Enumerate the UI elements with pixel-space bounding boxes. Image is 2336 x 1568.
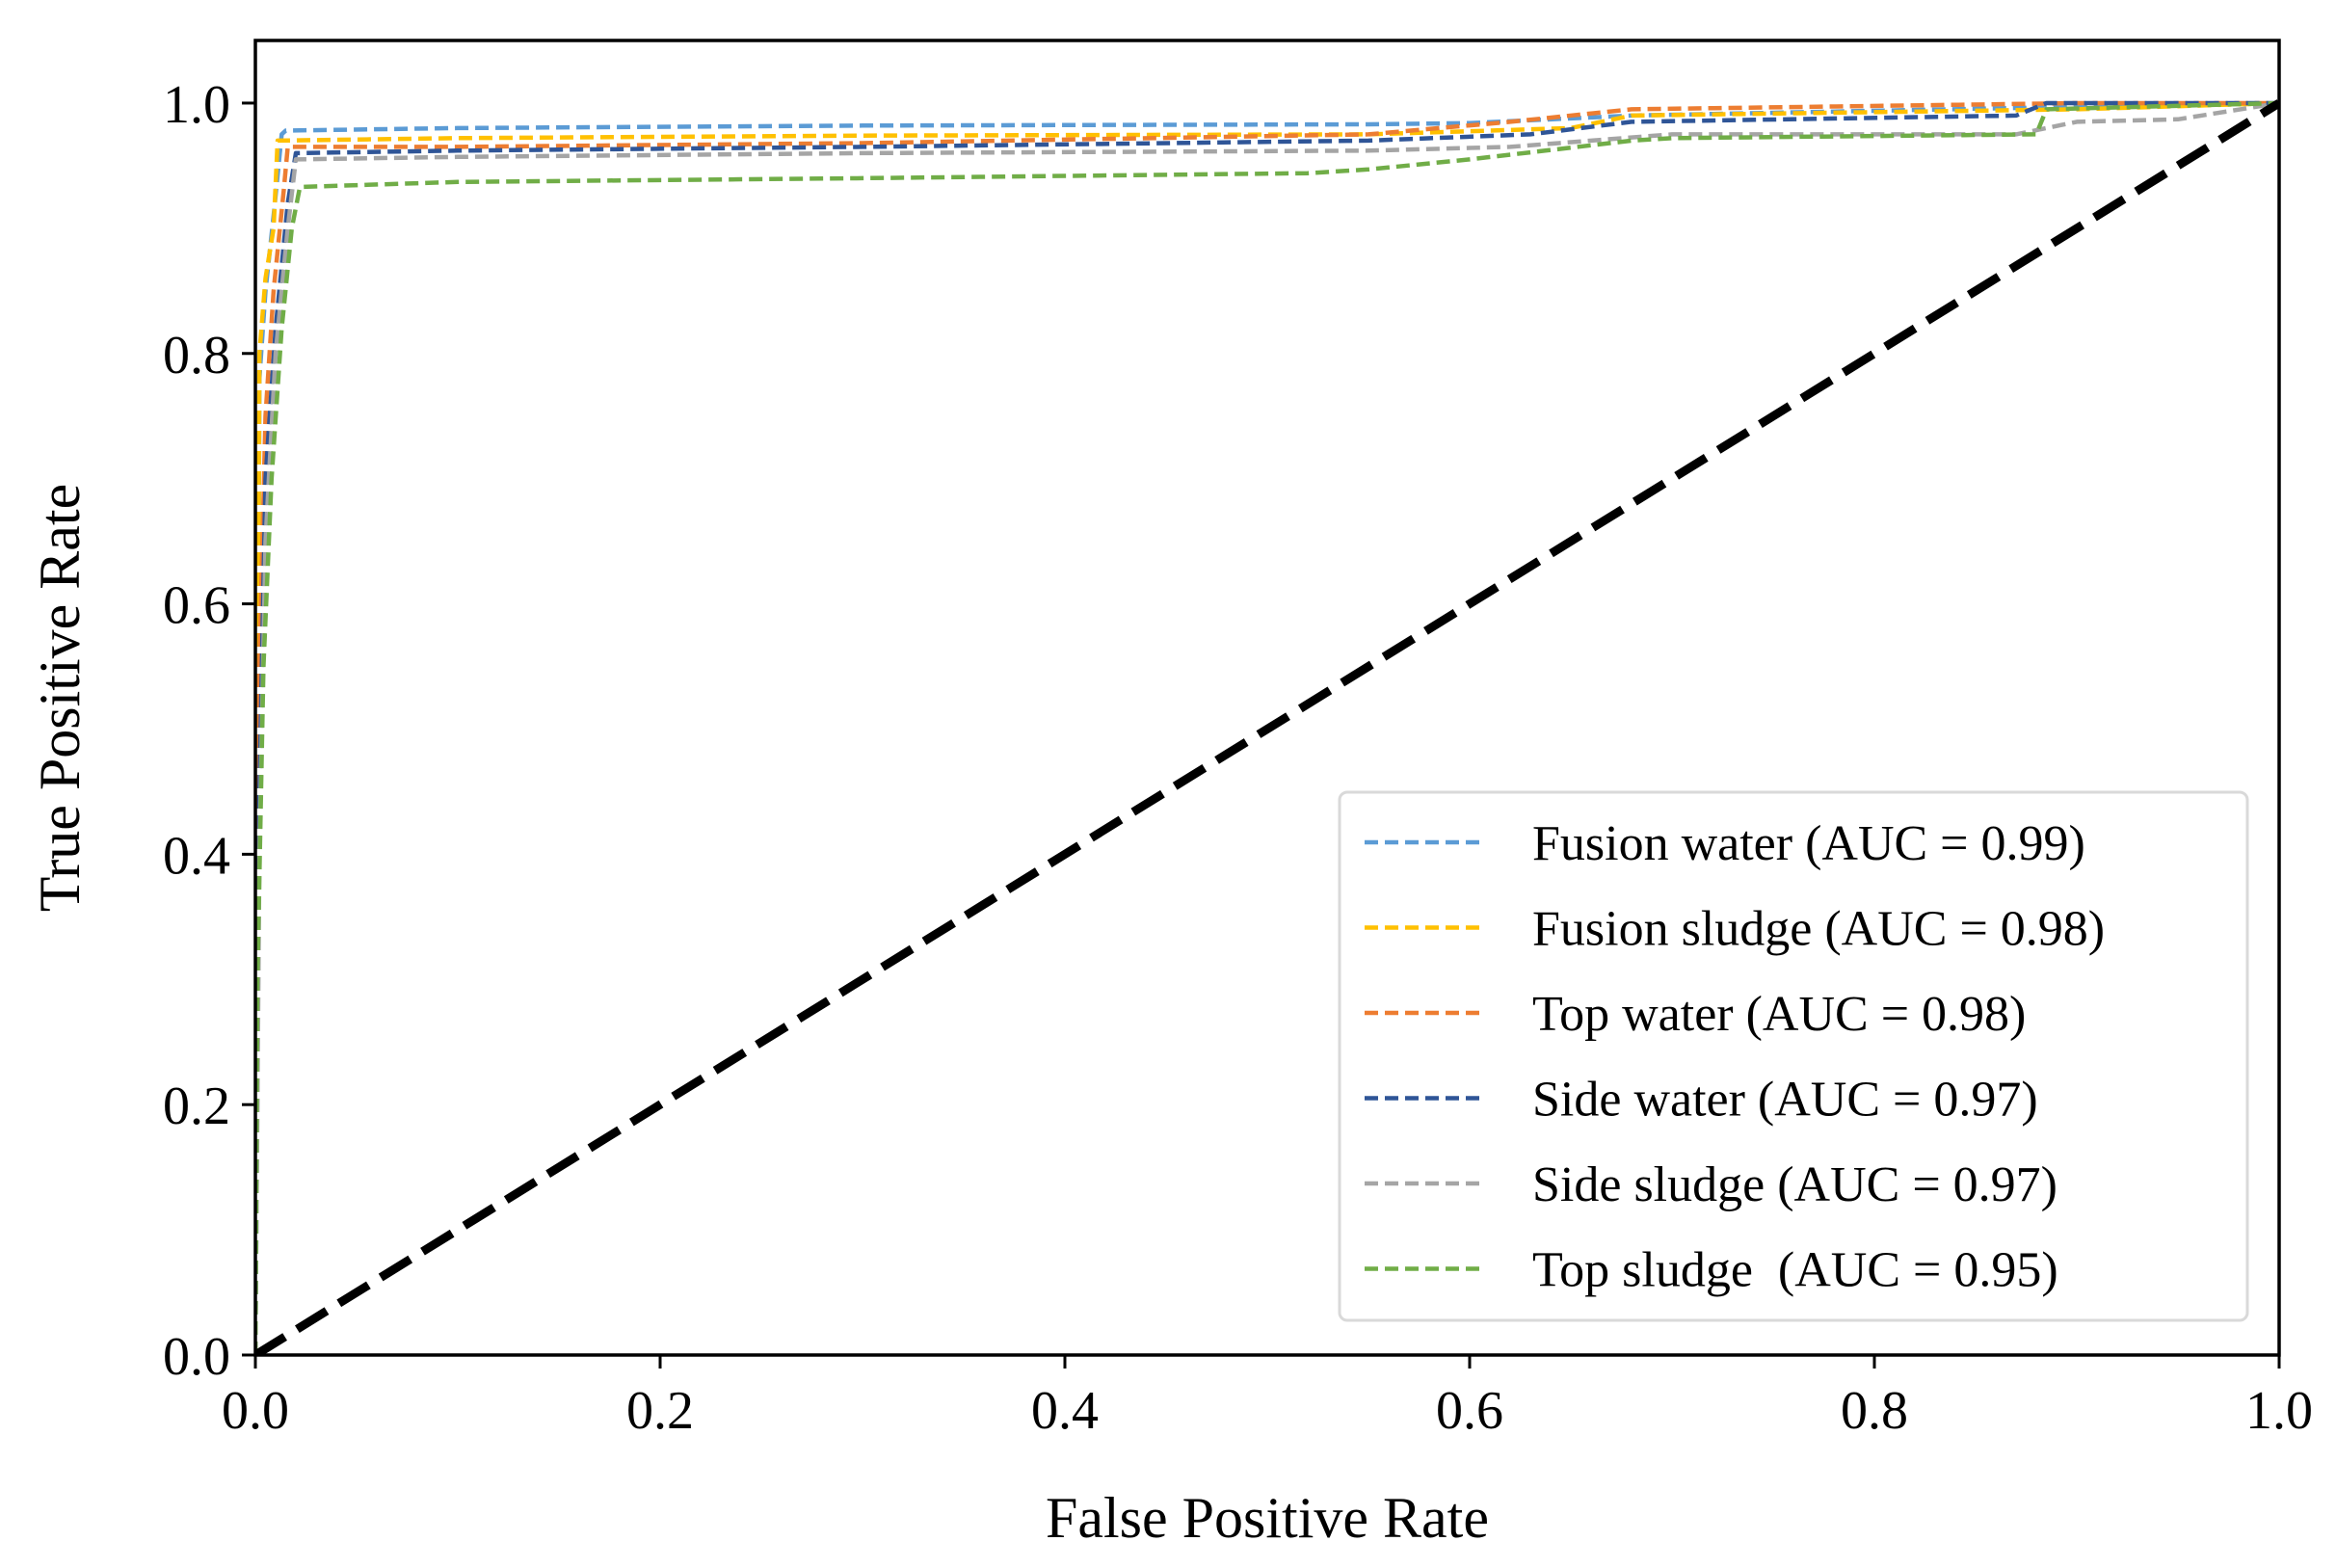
roc-line-3 [255,100,2279,1355]
x-tick-label: 0.6 [1436,1381,1503,1441]
legend-label: Fusion sludge (AUC = 0.98) [1532,902,2105,957]
y-tick-label: 1.0 [163,75,230,135]
y-tick-label: 0.8 [163,326,230,385]
x-tick-label: 0.8 [1841,1381,1908,1441]
roc-line-1 [255,100,2279,1355]
legend-label: Fusion water (AUC = 0.99) [1532,816,2085,871]
roc-line-5 [255,100,2279,1355]
roc-line-4 [255,100,2279,1355]
legend: Fusion water (AUC = 0.99) Fusion sludge (… [1338,790,2249,1322]
legend-label: Side sludge (AUC = 0.97) [1532,1157,2057,1212]
y-tick-label: 0.2 [163,1076,230,1136]
x-tick-label: 0.2 [626,1381,694,1441]
x-tick-label: 0.4 [1031,1381,1099,1441]
roc-line-2 [255,100,2279,1355]
y-tick-label: 0.6 [163,576,230,636]
legend-label: Top water (AUC = 0.98) [1532,987,2026,1042]
y-tick-label: 0.4 [163,826,230,886]
x-tick-label: 0.0 [222,1381,289,1441]
chance-diagonal-line [255,99,2279,1355]
x-axis-label: False Positive Rate [1046,1486,1489,1550]
x-tick-label: 1.0 [2245,1381,2313,1441]
legend-label: Top sludge (AUC = 0.95) [1532,1243,2058,1298]
y-tick-label: 0.0 [163,1327,230,1387]
plot-frame [253,39,2281,1357]
legend-box [1338,790,2249,1322]
legend-label: Side water (AUC = 0.97) [1532,1073,2038,1128]
y-axis-label: True Positive Rate [28,484,92,912]
